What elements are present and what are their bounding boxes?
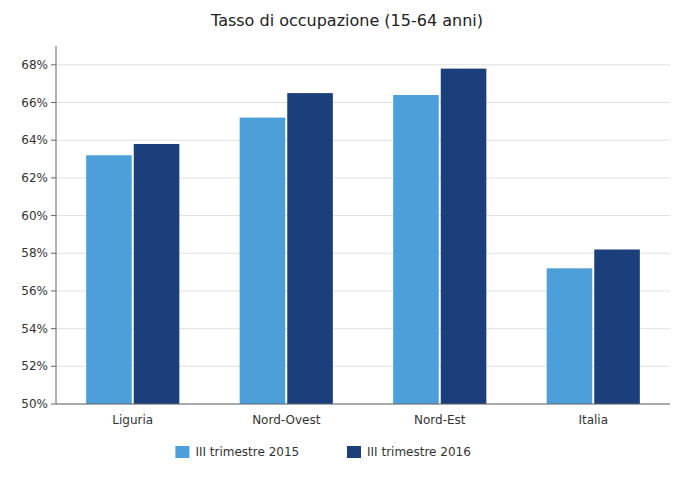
y-tick [51, 177, 56, 178]
bar [594, 249, 640, 404]
y-tick-label: 66% [21, 96, 48, 110]
legend-label: III trimestre 2015 [195, 445, 299, 459]
y-tick [51, 64, 56, 65]
x-tick-label: Nord-Est [414, 413, 466, 427]
legend: III trimestre 2015 III trimestre 2016 [175, 445, 470, 459]
y-tick-label: 68% [21, 58, 48, 72]
y-tick-label: 54% [21, 322, 48, 336]
y-tick-label: 56% [21, 284, 48, 298]
y-tick [51, 290, 56, 291]
y-tick-label: 50% [21, 397, 48, 411]
y-tick [51, 215, 56, 216]
y-tick-label: 62% [21, 171, 48, 185]
grid-line [56, 64, 670, 65]
grid-line [56, 102, 670, 103]
y-tick-label: 52% [21, 359, 48, 373]
bar [547, 268, 593, 404]
grid [56, 65, 670, 404]
y-tick [51, 366, 56, 367]
x-axis [56, 404, 670, 405]
bar [240, 118, 286, 404]
bar [287, 93, 333, 404]
y-tick [51, 328, 56, 329]
x-tick-label: Italia [578, 413, 608, 427]
legend-swatch [175, 446, 189, 458]
bar [86, 155, 132, 404]
y-tick [51, 404, 56, 405]
y-tick-label: 60% [21, 209, 48, 223]
x-tick-label: Liguria [112, 413, 153, 427]
x-tick-label: Nord-Ovest [252, 413, 321, 427]
grid-line [56, 140, 670, 141]
bar [393, 95, 439, 404]
bar [134, 144, 180, 404]
title: Tasso di occupazione (15-64 anni) [210, 11, 483, 30]
y-tick [51, 140, 56, 141]
chart-svg: Tasso di occupazione (15-64 anni) 50% 52% 5… [0, 0, 694, 480]
chart-container: Tasso di occupazione (15-64 anni) 50% 52% 5… [0, 0, 694, 480]
legend-label: III trimestre 2016 [367, 445, 471, 459]
y-tick-label: 64% [21, 133, 48, 147]
y-tick [51, 253, 56, 254]
y-axis [56, 46, 57, 404]
bars [86, 69, 640, 404]
y-tick [51, 102, 56, 103]
grid-line [56, 404, 670, 405]
bar [441, 69, 487, 404]
y-tick-label: 58% [21, 246, 48, 260]
legend-swatch [347, 446, 361, 458]
